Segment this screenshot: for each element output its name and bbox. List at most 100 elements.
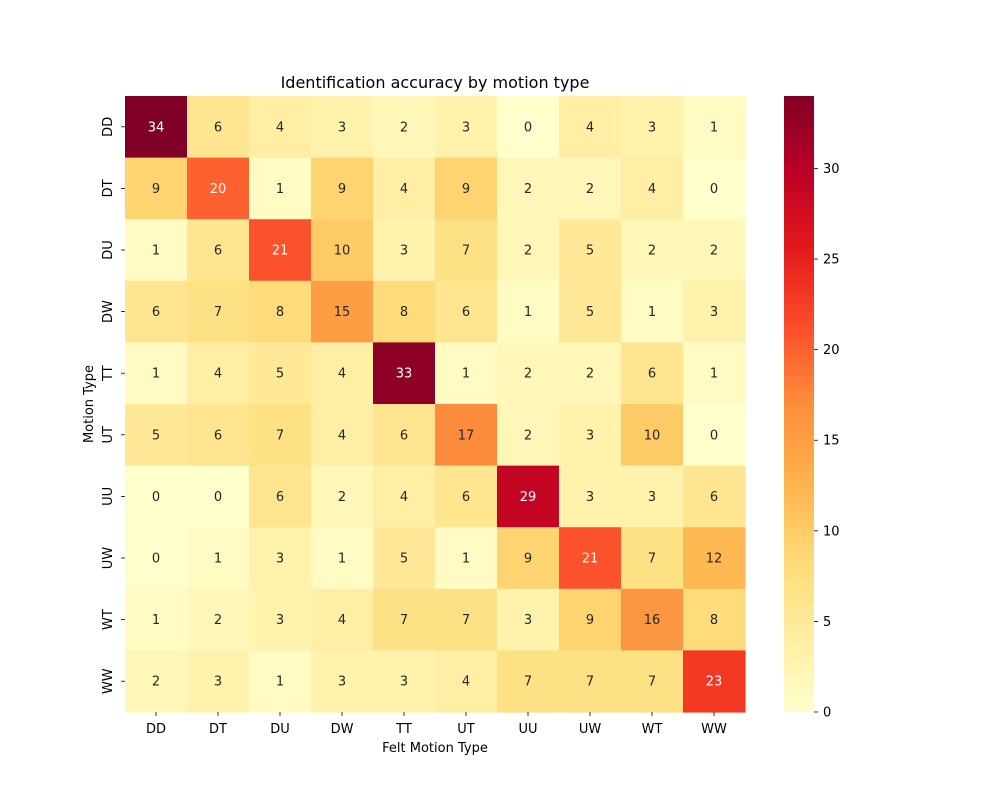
cell-value-label: 3 [648,120,656,135]
cell-value-label: 0 [152,552,160,567]
cell-value-label: 4 [276,120,284,135]
heatmap-cell [125,588,188,651]
heatmap-cell [125,465,188,528]
cell-value-label: 6 [152,305,160,320]
cell-value-label: 9 [586,613,594,628]
heatmap-cell [125,342,188,405]
cell-value-label: 9 [152,182,160,197]
heatmap-cell [373,588,436,651]
cell-value-label: 4 [400,490,408,505]
heatmap-cell [373,465,436,528]
cell-value-label: 3 [338,120,346,135]
heatmap-cell [497,342,560,405]
cell-value-label: 0 [710,428,718,443]
cell-value-label: 21 [272,244,289,259]
axis-ticks: DD DT DU DW TT UT UU UW WT WW DD DT DU DW TT UT UU UW WT WW [101,117,727,737]
cell-value-label: 3 [524,613,532,628]
cell-value-label: 4 [338,428,346,443]
heatmap-cell [187,404,250,467]
heatmap-cell [559,465,622,528]
heatmap-cell [187,342,250,405]
cell-value-label: 5 [400,552,408,567]
cell-value-label: 6 [462,305,470,320]
heatmap-cell [435,342,498,405]
cell-value-label: 5 [586,305,594,320]
cell-value-label: 0 [152,490,160,505]
cell-value-label: 8 [400,305,408,320]
heatmap-cell [621,157,684,220]
cell-value-label: 2 [586,367,594,382]
cell-value-label: 1 [152,613,160,628]
heatmap-cell [435,280,498,343]
cell-value-label: 3 [338,675,346,690]
cell-value-label: 20 [210,182,227,197]
heatmap-cell [311,157,374,220]
cell-value-label: 6 [648,367,656,382]
heatmap-cell [249,280,312,343]
cell-value-label: 4 [338,367,346,382]
cell-value-label: 5 [152,428,160,443]
cell-value-label: 1 [338,552,346,567]
heatmap-cell [187,465,250,528]
heatmap-cell [373,280,436,343]
cell-value-label: 2 [710,244,718,259]
y-tick-label: DW [101,300,116,323]
cell-value-label: 4 [462,675,470,690]
heatmap-cell [559,219,622,282]
cell-value-label: 7 [400,613,408,628]
cell-value-label: 1 [710,120,718,135]
cell-value-label: 0 [214,490,222,505]
heatmap-cell [683,342,746,405]
cell-value-label: 12 [706,552,723,567]
heatmap-cell [621,404,684,467]
cell-value-label: 1 [214,552,222,567]
cell-value-label: 9 [462,182,470,197]
heatmap-cell [435,157,498,220]
heatmap-cell [373,404,436,467]
heatmap-cell [559,157,622,220]
heatmap-cell [621,465,684,528]
heatmap-cell [125,527,188,590]
cell-value-label: 8 [276,305,284,320]
cell-value-label: 7 [648,675,656,690]
heatmap-cell [683,96,746,159]
heatmap-cell [249,96,312,159]
cell-value-label: 3 [586,428,594,443]
cell-value-label: 2 [586,182,594,197]
heatmap-cell [311,465,374,528]
cell-value-label: 3 [400,244,408,259]
heatmap-cell [249,527,312,590]
heatmap-cell [621,650,684,713]
cell-value-label: 8 [710,613,718,628]
colorbar-tick-label: 25 [823,253,840,268]
cell-value-label: 33 [396,367,413,382]
x-tick-label: UW [579,722,602,737]
heatmap-cell [249,650,312,713]
cell-value-label: 6 [400,428,408,443]
y-tick-label: WW [101,668,116,694]
heatmap-cell [125,219,188,282]
heatmap-cell [435,527,498,590]
cell-value-label: 29 [520,490,537,505]
cell-value-label: 1 [462,552,470,567]
heatmap-cell [373,650,436,713]
x-tick-label: UT [457,722,475,737]
chart-title: Identification accuracy by motion type [281,73,590,92]
cell-value-label: 6 [276,490,284,505]
cell-value-label: 2 [524,244,532,259]
heatmap-cell [373,157,436,220]
heatmap-cell [125,157,188,220]
cell-value-label: 0 [710,182,718,197]
cell-value-label: 2 [524,182,532,197]
cell-value-label: 17 [458,428,475,443]
heatmap-cell [683,280,746,343]
heatmap-cell [683,219,746,282]
cell-value-label: 3 [710,305,718,320]
cell-value-label: 4 [648,182,656,197]
x-tick-label: DD [146,722,166,737]
y-axis-label: Motion Type [82,365,97,443]
cell-value-label: 1 [710,367,718,382]
cell-value-label: 3 [214,675,222,690]
heatmap-cell [497,465,560,528]
heatmap-cell [187,588,250,651]
